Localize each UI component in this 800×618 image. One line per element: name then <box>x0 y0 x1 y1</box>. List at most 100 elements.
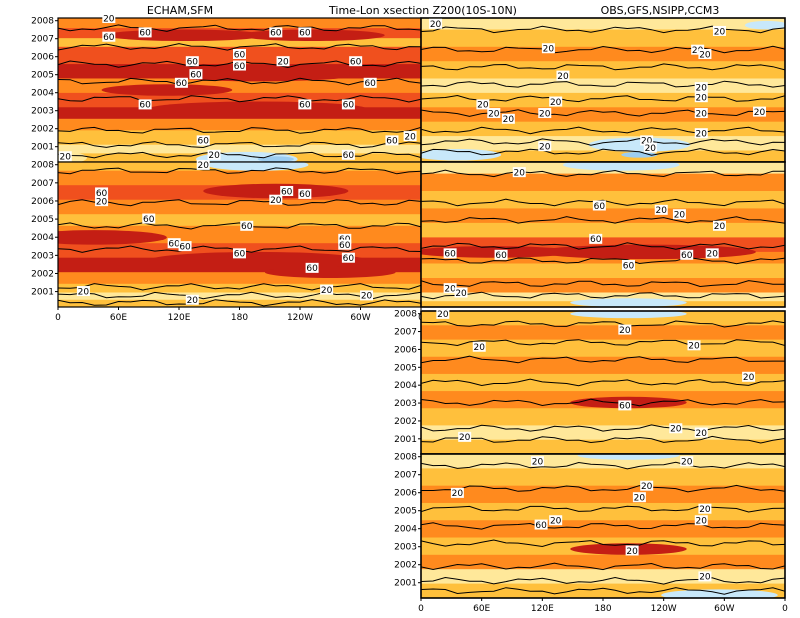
y-tick-label: 2003 <box>31 251 54 261</box>
contour-label: 60 <box>197 137 209 147</box>
contour-label: 60 <box>594 202 606 212</box>
contour-label-box <box>138 99 152 110</box>
contour-label-box <box>196 135 210 146</box>
contour-label-box <box>443 248 457 259</box>
contour-label: 20 <box>277 58 289 68</box>
y-tick-label: 2006 <box>31 53 54 63</box>
shaded-blob <box>421 246 574 258</box>
y-tick-label: 2005 <box>31 215 54 225</box>
shaded-band <box>421 173 785 192</box>
contour-label: 20 <box>539 142 551 152</box>
contour-label-box <box>102 13 116 23</box>
contour-label-box <box>742 371 756 382</box>
contour-label-box <box>450 487 464 498</box>
contour-label: 60 <box>364 79 376 89</box>
contour-label-box <box>712 220 726 231</box>
contour-label-box <box>207 149 221 160</box>
contour-label: 60 <box>270 29 282 39</box>
contour-line <box>421 355 785 364</box>
contour-label-box <box>338 239 352 250</box>
shaded-band <box>421 150 785 162</box>
contour-label-box <box>640 135 654 146</box>
contour-label-box <box>167 238 181 249</box>
shaded-band <box>58 18 421 29</box>
contour-label: 60 <box>143 215 155 225</box>
contour-line <box>421 424 785 433</box>
contour-line <box>421 198 785 207</box>
shaded-band <box>421 454 785 469</box>
contour-line <box>421 522 785 530</box>
y-tick-label: 2006 <box>394 489 417 499</box>
contour-label-box <box>549 96 563 107</box>
panel-middle-left: 2060206060206060606060606060602020202020… <box>31 159 424 323</box>
shaded-band <box>58 283 421 294</box>
contour-label-box <box>487 108 501 119</box>
contour-label-box <box>320 284 334 295</box>
title-center: Time-Lon xsection Z200(10S-10N) <box>328 4 517 17</box>
contour-label-box <box>694 128 708 139</box>
contour-label-box <box>698 49 712 59</box>
contour-label-box <box>694 515 708 526</box>
contour-label: 20 <box>557 72 569 82</box>
contour-label-box <box>753 106 767 117</box>
shaded-blob <box>239 29 385 42</box>
shaded-blob <box>203 183 349 199</box>
contour-label: 60 <box>495 251 507 261</box>
contour-label-box <box>280 186 294 196</box>
shaded-blob <box>58 230 167 245</box>
contour-label-box <box>691 44 705 55</box>
panel-lower-mid-right: 20 20 20 20 20 60 20 20 20 2008 2007 2006 2005 2004 20… <box>394 308 786 455</box>
contour-label: 20 <box>626 547 638 557</box>
contour-line <box>421 216 785 224</box>
contour-label: 60 <box>103 33 115 43</box>
contour-line <box>421 339 785 347</box>
contour-label-box <box>694 108 708 119</box>
contour-label-box <box>694 427 708 438</box>
contour-label-box <box>298 27 312 38</box>
contour-label: 20 <box>692 46 704 56</box>
contour-line <box>421 539 785 548</box>
shaded-band <box>421 263 785 279</box>
x-tick-label: 60W <box>714 604 734 614</box>
contour-label-box <box>429 18 443 29</box>
contour-line <box>421 461 785 470</box>
contour-label: 20 <box>714 27 726 37</box>
y-tick-label: 2001 <box>394 579 417 589</box>
y-tick-label: 2007 <box>394 471 417 481</box>
shaded-blob <box>744 20 785 30</box>
shaded-band <box>58 199 421 215</box>
contour-label-box <box>349 56 363 67</box>
contour-label-box <box>618 324 632 335</box>
shaded-band <box>421 373 785 392</box>
contour-line <box>421 320 785 328</box>
shaded-blob <box>570 311 687 319</box>
contour-label: 20 <box>488 109 500 119</box>
shaded-blob <box>264 266 396 279</box>
contour-label: 20 <box>270 196 282 206</box>
y-tick-label: 2004 <box>31 89 54 99</box>
contour-label: 20 <box>699 573 711 583</box>
x-tick-label: 60E <box>473 604 490 614</box>
contour-label-box <box>530 456 544 467</box>
contour-line <box>421 484 785 493</box>
panel-frame <box>420 161 786 308</box>
contour-label-box <box>640 480 654 491</box>
y-tick-label: 2008 <box>31 17 54 27</box>
shaded-band <box>58 144 421 154</box>
contour-label: 20 <box>444 284 456 294</box>
x-tick-label: 0 <box>418 604 424 614</box>
contour-line <box>58 126 421 134</box>
contour-label: 60 <box>299 101 311 111</box>
contour-label-box <box>549 515 563 526</box>
contour-label: 20 <box>699 50 711 60</box>
x-tick-label: 60E <box>110 313 127 323</box>
contour-line <box>58 77 421 86</box>
contour-label: 20 <box>645 144 657 154</box>
contour-label-box <box>142 213 156 224</box>
contour-line <box>421 148 785 156</box>
shaded-band <box>421 439 785 454</box>
shaded-band <box>421 29 785 48</box>
contour-label-box <box>385 135 399 146</box>
contour-line <box>58 167 421 175</box>
